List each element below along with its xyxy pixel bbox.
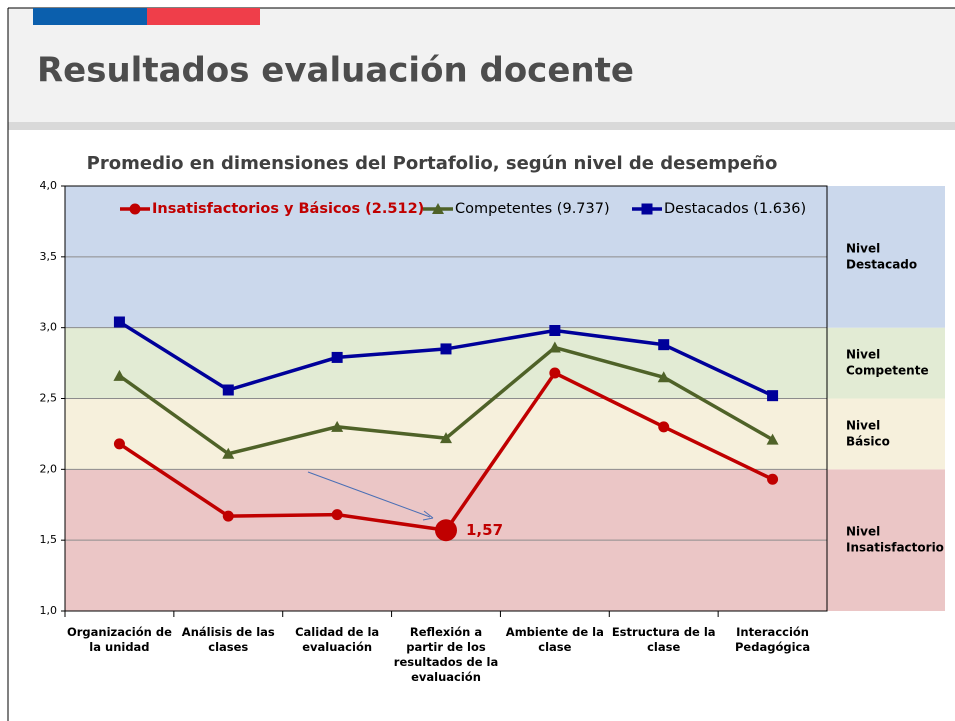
plot-frame	[64, 185, 828, 612]
marker	[222, 384, 234, 396]
header-bg	[8, 8, 955, 122]
band-label: Nivel	[846, 418, 880, 432]
slide-title: Resultados evaluación docente	[37, 51, 634, 91]
y-tick-label: 2,0	[40, 462, 58, 475]
marker	[113, 369, 126, 381]
x-tick-label: Interacción Pedagógica	[735, 625, 811, 654]
legend-label: Insatisfactorios y Básicos (2.512)	[152, 201, 424, 217]
marker	[767, 473, 779, 485]
y-tick-label: 1,5	[40, 533, 58, 546]
x-tick-label: Ambiente de la clase	[505, 625, 604, 654]
band-label: Destacado	[846, 257, 917, 271]
x-tick-label: Calidad de la evaluación	[295, 625, 380, 654]
header-rule	[8, 122, 955, 130]
legend-label: Competentes (9.737)	[455, 201, 610, 217]
accent-red	[147, 8, 260, 25]
y-tick-label: 3,5	[40, 250, 58, 263]
marker	[222, 447, 235, 459]
x-tick-label: Reflexión a partir de los resultados de …	[393, 625, 499, 684]
band-label: Nivel	[846, 241, 880, 255]
y-tick-label: 3,0	[40, 321, 58, 334]
level-band	[65, 398, 945, 470]
marker	[331, 351, 343, 363]
marker	[549, 367, 561, 379]
legend-label: Destacados (1.636)	[664, 201, 806, 217]
marker	[440, 343, 452, 355]
y-tick-label: 4,0	[40, 179, 58, 192]
data-label: 1,57	[466, 521, 503, 539]
annotation-arrow	[307, 471, 431, 518]
band-label: Insatisfactorio	[846, 541, 944, 555]
band-label: Nivel	[846, 348, 880, 362]
x-tick-label: Análisis de las clases	[181, 625, 275, 654]
marker	[331, 509, 343, 521]
marker	[113, 316, 125, 328]
marker	[548, 341, 561, 353]
x-tick-label: Organización de la unidad	[66, 625, 172, 654]
accent-blue	[33, 8, 147, 25]
marker	[113, 438, 125, 450]
marker	[658, 421, 670, 433]
annotation-arrowhead	[422, 510, 434, 521]
marker	[435, 519, 457, 542]
marker	[222, 510, 234, 522]
marker	[440, 432, 452, 444]
x-tick-label: Estructura de la clase	[611, 625, 716, 654]
band-label: Competente	[846, 364, 929, 378]
y-tick-label: 2,5	[40, 392, 58, 405]
marker	[549, 325, 561, 336]
marker	[766, 433, 779, 445]
chart-title: Promedio en dimensiones del Portafolio, …	[87, 153, 778, 174]
marker	[767, 390, 779, 402]
marker	[658, 339, 670, 351]
marker	[657, 371, 670, 383]
band-label: Nivel	[846, 525, 880, 539]
band-label: Básico	[846, 434, 890, 448]
y-tick-label: 1,0	[40, 604, 58, 617]
marker	[331, 420, 344, 432]
